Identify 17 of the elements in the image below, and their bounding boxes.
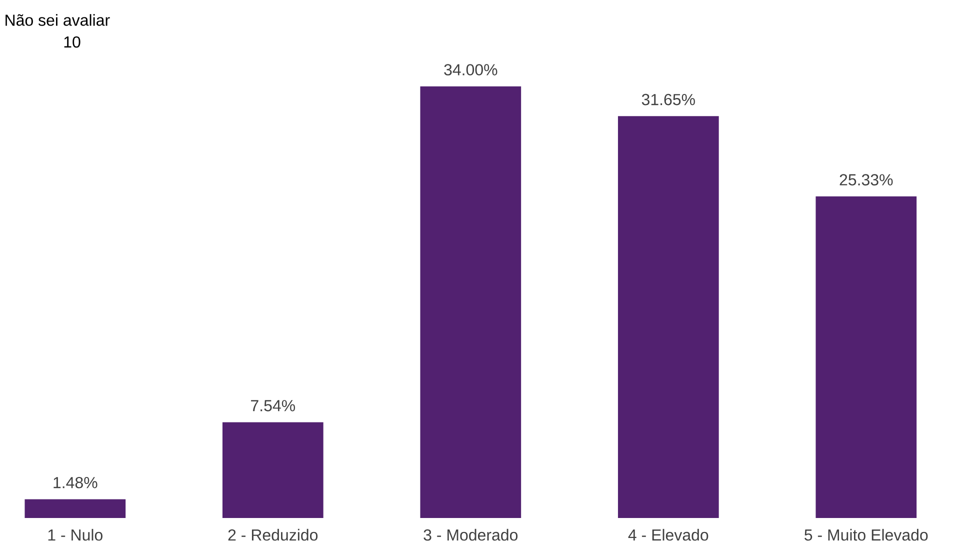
text: Não sei avaliar (6, 14, 110, 26)
data-label: 25.33% (840, 174, 893, 186)
data-label: 1.48% (54, 476, 98, 488)
bar (816, 196, 917, 518)
bar (420, 86, 522, 518)
x-tick-label: 5 - Muito Elevado (804, 528, 928, 541)
data-label: 7.54% (251, 400, 296, 412)
bar (24, 499, 126, 518)
x-tick-label: 1 - Nulo (48, 528, 102, 541)
x-tick-label: 4 - Elevado (628, 528, 708, 541)
x-tick-label: 2 - Reduzido (228, 528, 318, 541)
text: 10 (64, 36, 80, 48)
data-label: 34.00% (444, 64, 498, 76)
bar (618, 116, 719, 518)
data-label: 31.65% (642, 94, 695, 106)
bar (222, 422, 324, 518)
x-tick-label: 3 - Moderado (424, 528, 518, 541)
